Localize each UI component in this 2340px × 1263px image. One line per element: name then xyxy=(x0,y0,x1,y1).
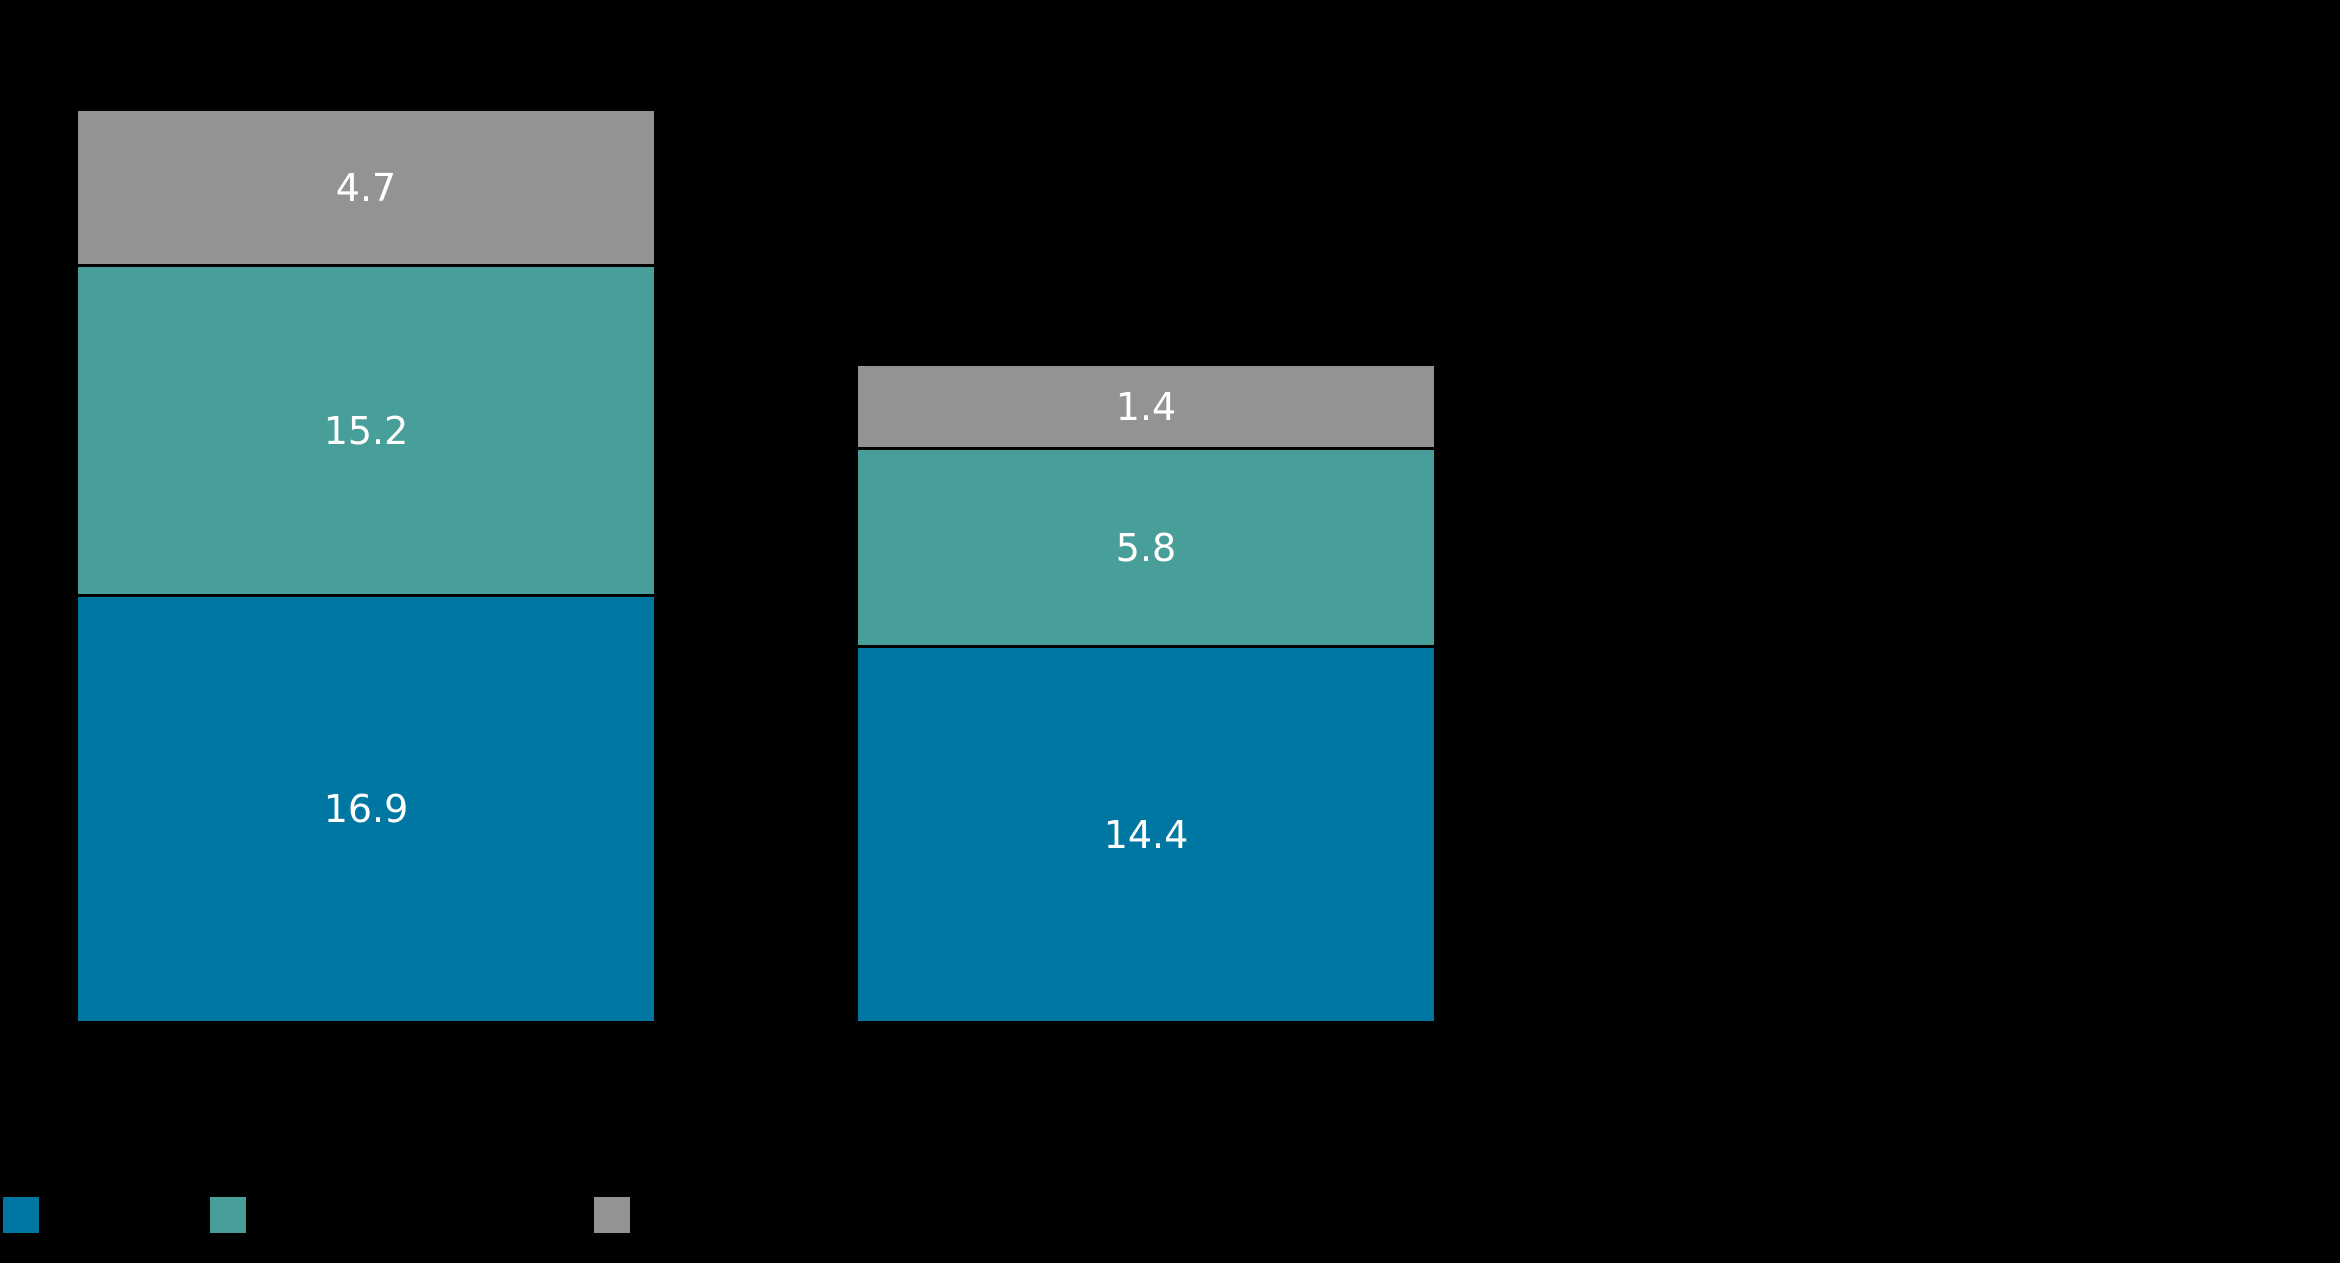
bar-1-segment-3: 4.7 xyxy=(78,111,654,264)
data-label: 5.8 xyxy=(1115,525,1177,570)
bar-1-segment-2: 15.2 xyxy=(78,267,654,594)
bar-2-segment-3: 1.4 xyxy=(858,366,1434,447)
data-label: 1.4 xyxy=(1115,384,1177,429)
legend-swatch-series-3 xyxy=(594,1197,630,1233)
bar-2: 1.4 5.8 14.4 xyxy=(858,366,1434,1021)
legend-swatch-series-1 xyxy=(3,1197,39,1233)
data-label: 4.7 xyxy=(335,165,397,210)
bar-1: 4.7 15.2 16.9 xyxy=(78,111,654,1021)
data-label: 14.4 xyxy=(1103,812,1189,857)
bar-2-segment-2: 5.8 xyxy=(858,450,1434,645)
bar-1-segment-1: 16.9 xyxy=(78,597,654,1021)
data-label: 15.2 xyxy=(323,408,409,453)
legend xyxy=(0,1197,2340,1237)
data-label: 16.9 xyxy=(323,787,409,831)
bar-2-segment-1: 14.4 xyxy=(858,648,1434,1021)
legend-swatch-series-2 xyxy=(210,1197,246,1233)
